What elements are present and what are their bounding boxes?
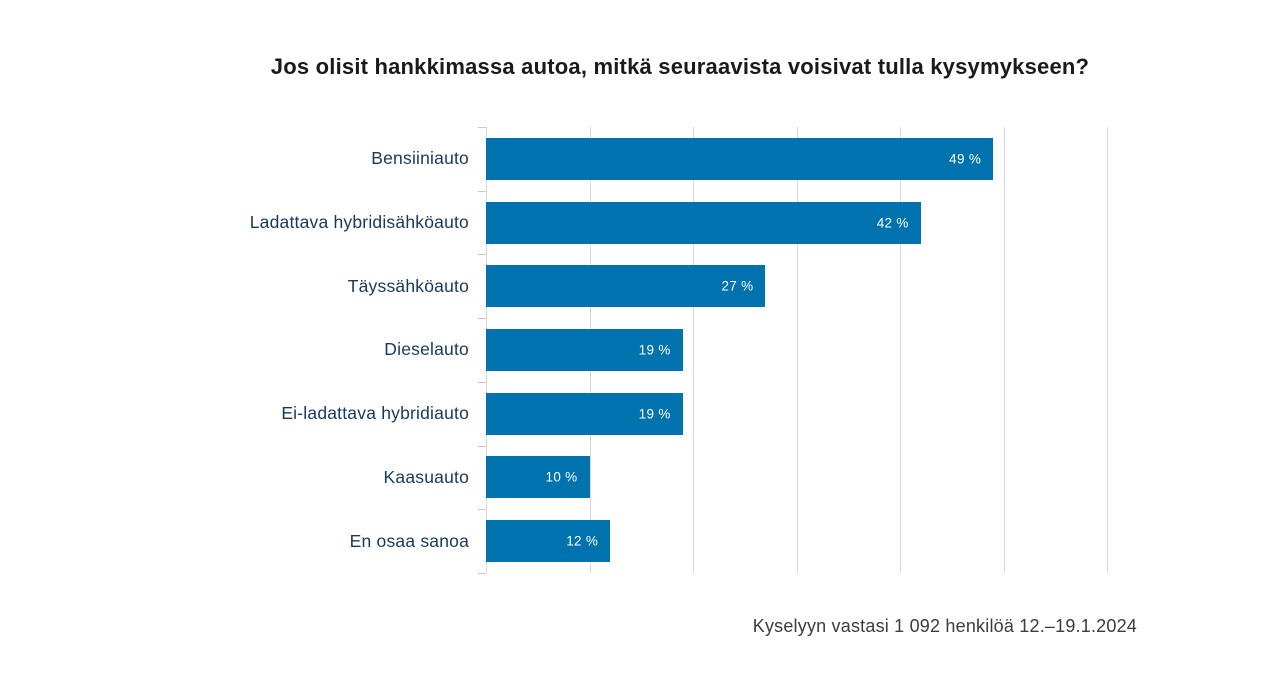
axis-tick [478,318,486,320]
chart-title: Jos olisit hankkimassa autoa, mitkä seur… [270,54,1090,79]
plot-area: 49 % 42 % 27 % 19 % 19 % 10 % 12 % [478,127,1108,574]
footnote: Kyselyyn vastasi 1 092 henkilöä 12.–19.1… [752,616,1137,636]
bar: 10 % [486,456,590,499]
bar: 19 % [486,392,683,435]
gridline [900,127,901,573]
bar-value-label: 19 % [638,406,671,422]
axis-tick [478,254,486,256]
bar: 42 % [486,201,921,244]
bar-value-label: 49 % [949,151,982,167]
category-label: En osaa sanoa [349,530,469,551]
category-label: Ei-ladattava hybridiauto [281,403,469,424]
axis-tick [478,573,486,574]
gridline [796,127,798,573]
axis-tick [478,127,486,128]
bar-value-label: 10 % [545,469,578,485]
category-label: Kaasuauto [383,466,469,487]
bar: 27 % [486,265,766,308]
bar-value-label: 27 % [721,278,754,294]
bar: 49 % [486,137,994,180]
bar: 12 % [486,520,611,563]
category-labels: Bensiiniauto Ladattava hybridisähköauto Tä… [0,127,469,573]
category-label: Dieselauto [384,339,469,360]
gridline [1003,127,1005,573]
bar: 19 % [486,329,683,371]
axis-tick [478,445,486,447]
category-label: Täyssähköauto [347,275,469,296]
gridline [693,127,694,573]
axis-tick [478,381,486,383]
bar-value-label: 42 % [876,215,909,231]
category-label: Bensiiniauto [371,148,469,169]
category-label: Ladattava hybridisähköauto [249,212,469,233]
gridline [1107,127,1108,573]
bar-value-label: 12 % [566,533,599,549]
axis-tick [478,509,486,511]
axis-tick [478,190,486,192]
bar-value-label: 19 % [638,342,671,358]
